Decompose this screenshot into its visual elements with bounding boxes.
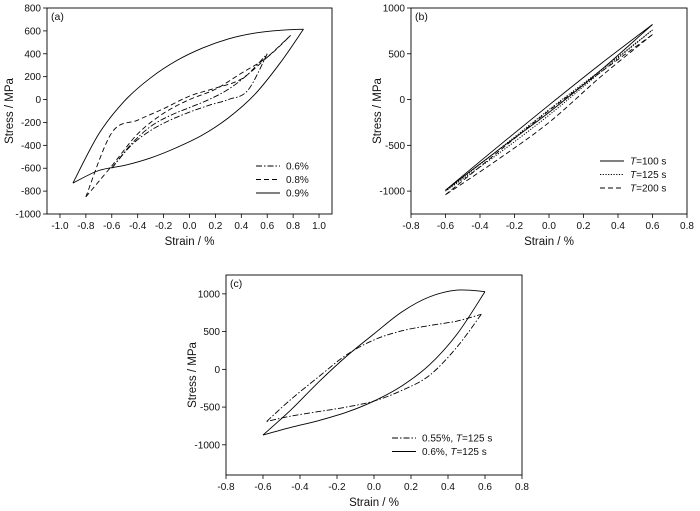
y-axis-title: Stress / MPa	[187, 341, 199, 407]
y-tick-label: -400	[21, 141, 41, 152]
series-line-loading	[445, 24, 653, 191]
y-tick-label: 1000	[198, 289, 221, 300]
x-tick-label: 0.0	[367, 482, 381, 493]
y-tick-label: 200	[24, 72, 41, 83]
series-line-loading	[111, 53, 268, 169]
x-tick-label: 0.4	[441, 482, 455, 493]
legend: T=100 s T=125 s T=200 s	[600, 157, 666, 195]
x-tick-label: -0.4	[471, 221, 489, 232]
legend-label: 0.6%, T=125 s	[422, 447, 487, 458]
x-tick-label: 0.2	[208, 221, 222, 232]
y-tick-label: -500	[385, 141, 405, 152]
panel-label: (c)	[230, 278, 242, 290]
y-tick-label: 400	[24, 49, 41, 60]
series-1	[262, 289, 486, 436]
legend-label: 0.6%	[286, 162, 309, 173]
x-tick-label: 0.4	[234, 221, 248, 232]
x-tick-label: 0.8	[515, 482, 529, 493]
x-tick-label: -0.2	[155, 221, 173, 232]
y-tick-label: -200	[21, 118, 41, 129]
series-line-loading	[445, 29, 653, 192]
legend-label: 0.55%, T=125 s	[422, 434, 492, 445]
x-tick-label: 0.6	[260, 221, 274, 232]
x-tick-label: 0.8	[680, 221, 694, 232]
series-line-loading	[266, 313, 482, 422]
y-tick-label: 0	[214, 365, 220, 376]
x-tick-label: 0.6	[646, 221, 660, 232]
x-tick-label: -0.4	[129, 221, 147, 232]
legend: 0.6% 0.8% 0.9%	[256, 162, 309, 200]
x-tick-label: 0.4	[611, 221, 625, 232]
series-line-unloading	[262, 291, 486, 436]
x-tick-label: 0.6	[478, 482, 492, 493]
y-tick-label: -500	[200, 403, 220, 414]
legend-label: 0.9%	[286, 189, 309, 200]
panel-label: (b)	[415, 11, 428, 23]
series-line-loading	[72, 28, 304, 184]
series-line-unloading	[85, 35, 291, 197]
y-tick-label: -1000	[15, 210, 41, 221]
y-axis-title: Stress / MPa	[372, 77, 384, 143]
y-tick-label: 800	[24, 4, 41, 15]
series-line-unloading	[445, 24, 653, 191]
series-line-unloading	[445, 34, 653, 196]
y-tick-label: 1000	[383, 4, 406, 15]
legend-label: 0.8%	[286, 175, 309, 186]
x-axis-title: Strain / %	[349, 497, 399, 509]
panel-1: (b) -0.8 -0.6 -0.4 -0.2 0.0 0.2 0.4 0.6 0.8 1000 50…	[372, 4, 694, 249]
series-line-loading	[445, 34, 653, 196]
x-tick-label: 0.2	[577, 221, 591, 232]
y-tick-label: -1000	[194, 440, 220, 451]
series-line-unloading	[72, 28, 304, 184]
x-tick-label: 0.0	[542, 221, 556, 232]
y-tick-label: 0	[399, 95, 405, 106]
y-tick-label: 600	[24, 26, 41, 37]
series-line-loading	[262, 289, 486, 436]
x-tick-label: -0.6	[103, 221, 121, 232]
series-1	[445, 29, 653, 192]
y-tick-label: -1000	[379, 187, 405, 198]
x-tick-label: 0.8	[286, 221, 300, 232]
panel-2: (c) -0.8 -0.6 -0.4 -0.2 0.0 0.2 0.4 0.6 0.8 1000 50…	[187, 274, 529, 509]
y-tick-label: -600	[21, 164, 41, 175]
series-2	[72, 28, 304, 184]
x-tick-label: 1.0	[312, 221, 326, 232]
x-tick-label: -0.8	[77, 221, 95, 232]
x-tick-label: -0.8	[217, 482, 235, 493]
y-tick-label: 500	[388, 49, 405, 60]
x-tick-label: 0.2	[404, 482, 418, 493]
series-line-unloading	[445, 29, 653, 192]
x-tick-label: -0.2	[506, 221, 524, 232]
x-tick-label: -0.8	[402, 221, 420, 232]
series-line-unloading	[111, 53, 268, 169]
legend-label: T=125 s	[630, 170, 666, 181]
legend: 0.55%, T=125 s 0.6%, T=125 s	[392, 434, 492, 458]
legend-label: T=200 s	[630, 184, 666, 195]
x-tick-label: -0.6	[254, 482, 272, 493]
x-axis-title: Strain / %	[165, 236, 215, 248]
series-2	[445, 34, 653, 196]
x-tick-label: -0.4	[291, 482, 309, 493]
y-tick-label: 0	[35, 95, 41, 106]
series-0	[111, 53, 268, 169]
series-line-loading	[85, 35, 291, 198]
legend-label: T=100 s	[630, 157, 666, 168]
series-1	[85, 35, 291, 198]
series-0	[445, 24, 653, 191]
x-tick-label: -0.2	[328, 482, 346, 493]
panel-0: (a) -1.0 -0.8 -0.6 -0.4 -0.2 0.0 0.2 0.4 0.6 0.8 1.…	[4, 4, 333, 248]
y-tick-label: 500	[203, 327, 220, 338]
series-0	[266, 313, 482, 422]
series-line-unloading	[266, 313, 482, 422]
x-axis-title: Strain / %	[524, 236, 574, 248]
x-tick-label: 0.0	[183, 221, 197, 232]
plot-frame	[225, 274, 523, 476]
x-tick-label: -0.6	[437, 221, 455, 232]
x-tick-label: -1.0	[51, 221, 69, 232]
y-axis-title: Stress / MPa	[4, 77, 16, 143]
y-tick-label: -800	[21, 187, 41, 198]
panel-label: (a)	[51, 11, 64, 23]
